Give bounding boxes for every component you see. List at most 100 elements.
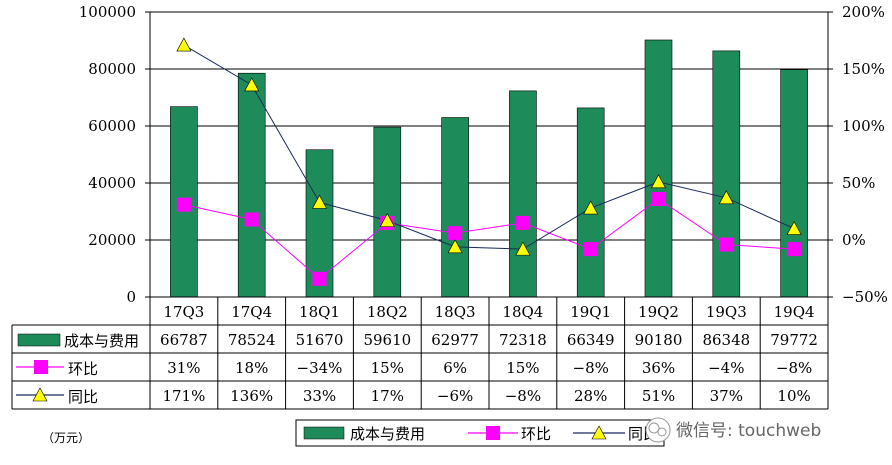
row-label-bar: 成本与费用 bbox=[64, 332, 139, 350]
left-tick-label: 60000 bbox=[88, 117, 136, 135]
table-cell: 171% bbox=[162, 387, 205, 405]
category-label: 18Q4 bbox=[502, 303, 543, 321]
table-cell: 33% bbox=[303, 387, 336, 405]
table-cell: −34% bbox=[297, 359, 343, 377]
table-cell: 31% bbox=[167, 359, 200, 377]
legend-label-bar: 成本与费用 bbox=[350, 425, 425, 443]
marker-mom bbox=[312, 271, 327, 286]
left-tick-label: 80000 bbox=[88, 60, 136, 78]
table-cell: 66349 bbox=[567, 331, 615, 349]
table-cell: 15% bbox=[371, 359, 404, 377]
left-tick-label: 0 bbox=[126, 288, 136, 306]
right-tick-label: 100% bbox=[842, 117, 885, 135]
wechat-icon-bubble-1 bbox=[648, 422, 660, 434]
unit-label: （万元） bbox=[42, 431, 90, 445]
bar bbox=[237, 72, 266, 298]
row-label-yoy: 同比 bbox=[68, 388, 98, 406]
bar-layer bbox=[170, 39, 808, 298]
legend-marker-yoy bbox=[591, 425, 607, 440]
marker-yoy bbox=[718, 190, 734, 205]
category-label: 18Q2 bbox=[367, 303, 408, 321]
table-cell: 62977 bbox=[431, 331, 479, 349]
table-cell: 59610 bbox=[363, 331, 411, 349]
left-tick-label: 40000 bbox=[88, 174, 136, 192]
watermark: 微信号: touchweb bbox=[645, 417, 821, 443]
marker-mom bbox=[719, 237, 734, 252]
bar bbox=[373, 126, 402, 298]
right-tick-label: 200% bbox=[842, 3, 885, 21]
marker-yoy bbox=[447, 239, 463, 254]
bar bbox=[441, 117, 469, 298]
table-cell: 72318 bbox=[499, 331, 547, 349]
marker-mom bbox=[244, 212, 259, 227]
category-label: 18Q3 bbox=[435, 303, 476, 321]
category-label: 18Q1 bbox=[299, 303, 340, 321]
table-cell: −8% bbox=[505, 387, 541, 405]
data-table: 17Q3 17Q4 18Q1 18Q2 18Q3 18Q4 19Q1 19Q2 19Q3 19Q4… bbox=[11, 296, 829, 410]
category-label: 19Q2 bbox=[638, 303, 679, 321]
table-cell: 15% bbox=[506, 359, 539, 377]
table-cell: −4% bbox=[708, 359, 744, 377]
left-tick-label: 100000 bbox=[79, 3, 136, 21]
table-cell: 136% bbox=[230, 387, 273, 405]
table-cell: 36% bbox=[642, 359, 675, 377]
marker-yoy bbox=[244, 77, 260, 92]
category-label: 17Q3 bbox=[163, 303, 204, 321]
table-cell: 6% bbox=[443, 359, 467, 377]
marker-yoy bbox=[786, 220, 802, 235]
table-cell: 10% bbox=[777, 387, 810, 405]
right-tick-label: 150% bbox=[842, 60, 885, 78]
row-key-yoy-marker bbox=[32, 387, 48, 402]
table-cell: 28% bbox=[574, 387, 607, 405]
right-tick-label: 0% bbox=[842, 231, 866, 249]
marker-yoy bbox=[379, 212, 395, 227]
right-tick-label: 50% bbox=[842, 174, 875, 192]
marker-yoy bbox=[311, 194, 328, 209]
table-cell: −8% bbox=[573, 359, 609, 377]
category-label: 19Q3 bbox=[706, 303, 747, 321]
legend: 成本与费用 环比 同比 bbox=[295, 419, 665, 447]
table-cell: 90180 bbox=[635, 331, 683, 349]
marker-mom bbox=[787, 242, 802, 257]
line-yoy bbox=[183, 44, 795, 250]
marker-yoy bbox=[176, 37, 192, 52]
bar bbox=[712, 50, 741, 298]
category-label: 19Q4 bbox=[774, 303, 815, 321]
bar bbox=[644, 39, 673, 298]
right-tick-label: −50% bbox=[842, 288, 888, 306]
table-cell: 66787 bbox=[160, 331, 208, 349]
marker-mom bbox=[651, 191, 666, 206]
wechat-icon-bubble-2 bbox=[657, 427, 667, 437]
row-key-bar bbox=[17, 333, 61, 347]
line-layer bbox=[176, 37, 802, 286]
marker-yoy bbox=[650, 174, 667, 189]
legend-swatch-bar bbox=[303, 426, 345, 440]
table-cell: 51670 bbox=[296, 331, 344, 349]
marker-mom bbox=[176, 197, 191, 212]
table-cell: 78524 bbox=[228, 331, 276, 349]
legend-label-mom: 环比 bbox=[521, 425, 551, 443]
bar bbox=[509, 90, 537, 298]
table-cell: −8% bbox=[776, 359, 812, 377]
table-cell: 17% bbox=[371, 387, 404, 405]
line-mom bbox=[183, 198, 795, 280]
bar bbox=[780, 69, 808, 298]
table-cell: 18% bbox=[235, 359, 268, 377]
row-label-mom: 环比 bbox=[68, 360, 98, 378]
marker-yoy bbox=[583, 200, 599, 215]
category-label: 17Q4 bbox=[231, 303, 272, 321]
left-tick-label: 20000 bbox=[88, 231, 136, 249]
table-cell: −6% bbox=[437, 387, 473, 405]
marker-mom bbox=[515, 215, 530, 230]
table-cell: 79772 bbox=[770, 331, 818, 349]
marker-mom bbox=[448, 226, 463, 241]
table-cell: 51% bbox=[642, 387, 675, 405]
axis-layer: 0 20000 40000 60000 80000 100000 −50% 0% 50% 100%… bbox=[79, 3, 888, 306]
legend-marker-mom bbox=[486, 426, 500, 440]
table-cell: 37% bbox=[710, 387, 743, 405]
table-cell: 86348 bbox=[702, 331, 750, 349]
category-label: 19Q1 bbox=[570, 303, 611, 321]
row-key-mom-marker bbox=[34, 360, 48, 374]
watermark-text: 微信号: touchweb bbox=[676, 421, 821, 441]
